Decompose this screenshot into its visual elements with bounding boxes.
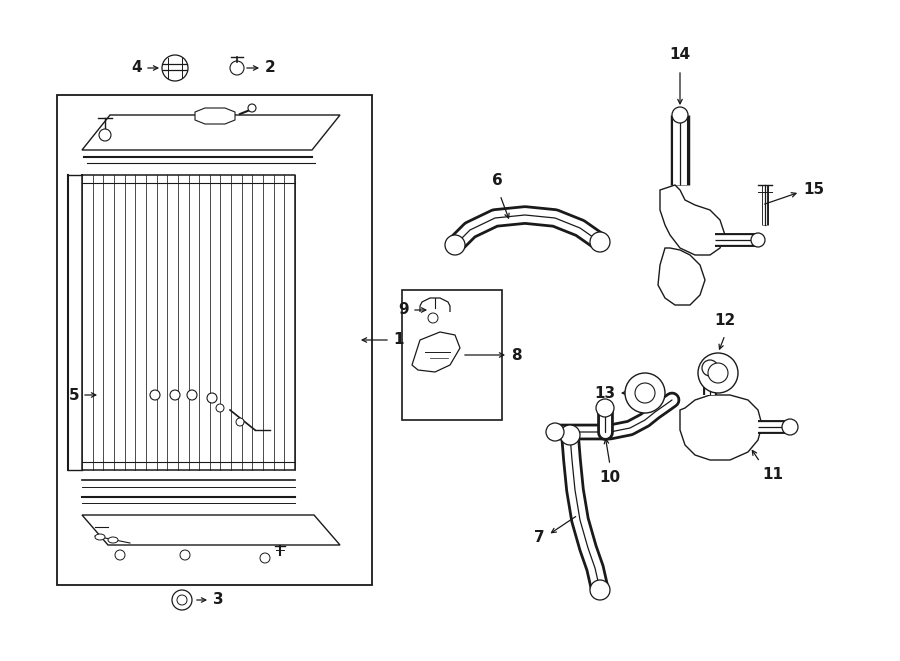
Circle shape (428, 313, 438, 323)
Text: 6: 6 (491, 173, 502, 188)
Circle shape (708, 363, 728, 383)
Circle shape (698, 353, 738, 393)
Circle shape (260, 553, 270, 563)
Polygon shape (658, 248, 705, 305)
Circle shape (99, 129, 111, 141)
Polygon shape (680, 395, 762, 460)
Circle shape (162, 55, 188, 81)
Text: 3: 3 (213, 592, 223, 607)
Text: 1: 1 (393, 332, 403, 348)
Circle shape (207, 393, 217, 403)
Text: 4: 4 (131, 61, 142, 75)
Text: 11: 11 (762, 467, 783, 482)
Circle shape (150, 390, 160, 400)
Circle shape (248, 104, 256, 112)
Circle shape (236, 418, 244, 426)
Text: 14: 14 (670, 47, 690, 62)
Polygon shape (660, 185, 725, 255)
Circle shape (445, 235, 465, 255)
Circle shape (180, 550, 190, 560)
Text: 2: 2 (265, 61, 275, 75)
Bar (402, 290, 502, 420)
Text: 8: 8 (511, 348, 522, 362)
Circle shape (546, 423, 564, 441)
Circle shape (596, 399, 614, 417)
Text: 12: 12 (715, 313, 735, 328)
Circle shape (560, 425, 580, 445)
Text: 10: 10 (599, 470, 621, 485)
Circle shape (187, 390, 197, 400)
Circle shape (170, 390, 180, 400)
Text: 5: 5 (68, 387, 79, 403)
Circle shape (782, 419, 798, 435)
Polygon shape (412, 332, 460, 372)
Ellipse shape (108, 537, 118, 543)
Text: 13: 13 (594, 385, 615, 401)
Ellipse shape (95, 534, 105, 540)
Circle shape (702, 360, 718, 376)
Polygon shape (195, 108, 235, 124)
Circle shape (216, 404, 224, 412)
Circle shape (590, 232, 610, 252)
Text: 9: 9 (399, 303, 409, 317)
Circle shape (590, 580, 610, 600)
Circle shape (635, 383, 655, 403)
Circle shape (625, 373, 665, 413)
Circle shape (672, 107, 688, 123)
Polygon shape (82, 115, 340, 150)
Text: 7: 7 (535, 531, 545, 545)
Circle shape (172, 590, 192, 610)
Circle shape (115, 550, 125, 560)
Bar (57, 95, 372, 585)
Circle shape (751, 233, 765, 247)
Polygon shape (82, 515, 340, 545)
Text: 15: 15 (803, 182, 824, 198)
Circle shape (177, 595, 187, 605)
Circle shape (230, 61, 244, 75)
